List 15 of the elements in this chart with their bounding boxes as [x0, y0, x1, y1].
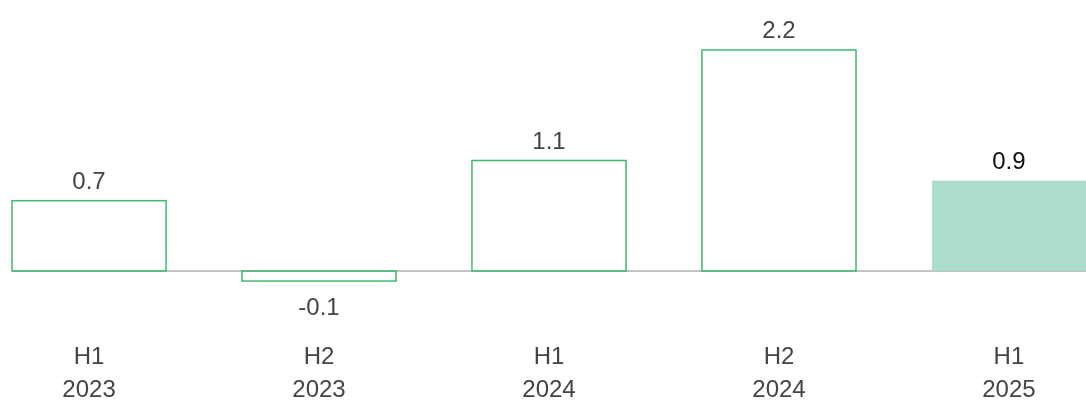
data-label: 2.2	[762, 16, 796, 43]
x-tick-label: H1 2024	[522, 342, 576, 400]
data-label: 1.1	[532, 126, 566, 154]
x-tick-label: H1 2023	[62, 342, 116, 400]
bar	[471, 159, 627, 272]
x-tick-label: H2 2024	[752, 342, 806, 400]
data-label: 0.7	[72, 166, 106, 194]
bar	[931, 180, 1086, 271]
x-tick-label: H2 2023	[292, 342, 346, 400]
x-tick-label: H1 2025	[982, 342, 1036, 400]
data-label: -0.1	[298, 293, 340, 321]
bar	[701, 49, 857, 272]
bar	[241, 270, 397, 282]
bar	[11, 199, 167, 272]
data-label: 0.9	[992, 146, 1026, 174]
